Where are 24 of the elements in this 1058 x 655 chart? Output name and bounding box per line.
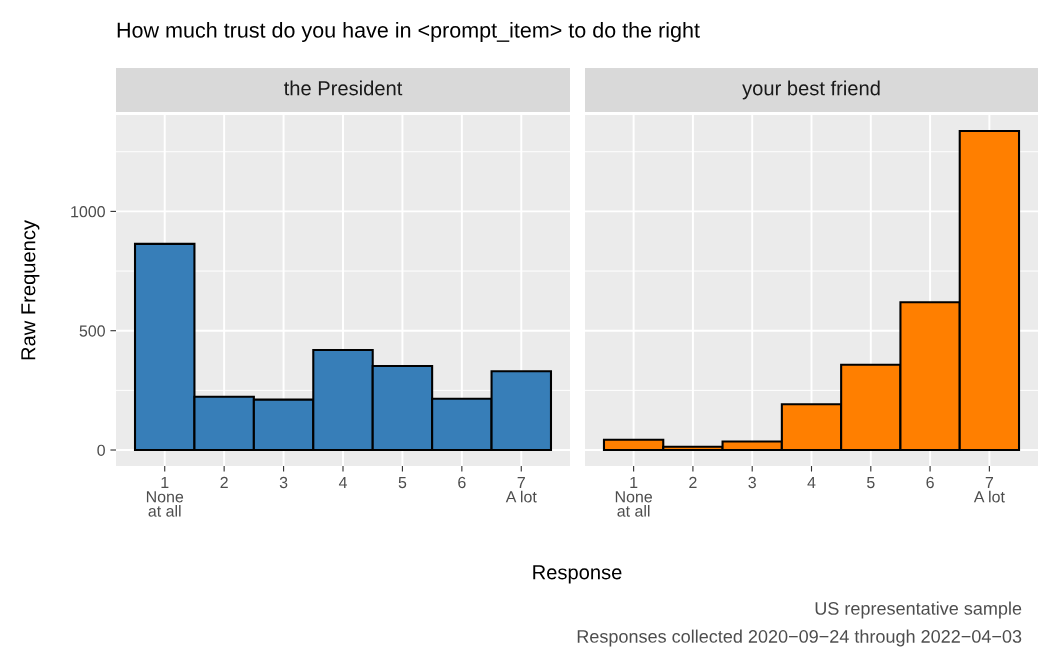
chart-title: the President: [283, 80, 403, 96]
x-tick-label: 3: [748, 476, 756, 489]
y-tick-label: 0: [97, 444, 105, 456]
text: How much trust do you have in <prompt_item> to do the right: [117, 21, 700, 43]
x-tick-label: 2: [220, 476, 228, 488]
x-axis-title: Response: [533, 565, 622, 584]
x-tick-label: 1 None at all: [615, 477, 652, 517]
text: US representative sample: [815, 601, 1022, 619]
x-tick-label: 1 None at all: [146, 477, 184, 517]
x-tick-label: 6: [926, 476, 934, 489]
chart-title: your best friend: [742, 80, 880, 100]
x-tick-label: 6: [458, 476, 466, 489]
text: Responses collected 2020−09−24 through 2022−04−03: [577, 629, 1022, 647]
x-tick-label: 3: [279, 476, 288, 489]
y-tick-label: 500: [79, 325, 105, 337]
y-tick-label: 1000: [71, 206, 105, 218]
x-tick-label: 5: [866, 477, 875, 489]
x-tick-label: 5: [398, 477, 407, 489]
y-axis-title: Raw Frequency: [21, 220, 40, 360]
x-tick-label: 4: [807, 477, 816, 488]
x-tick-label: 4: [338, 477, 347, 488]
x-tick-label: 7 A lot: [505, 477, 537, 503]
x-tick-label: 7 A lot: [973, 477, 1005, 503]
x-tick-label: 2: [689, 476, 697, 488]
